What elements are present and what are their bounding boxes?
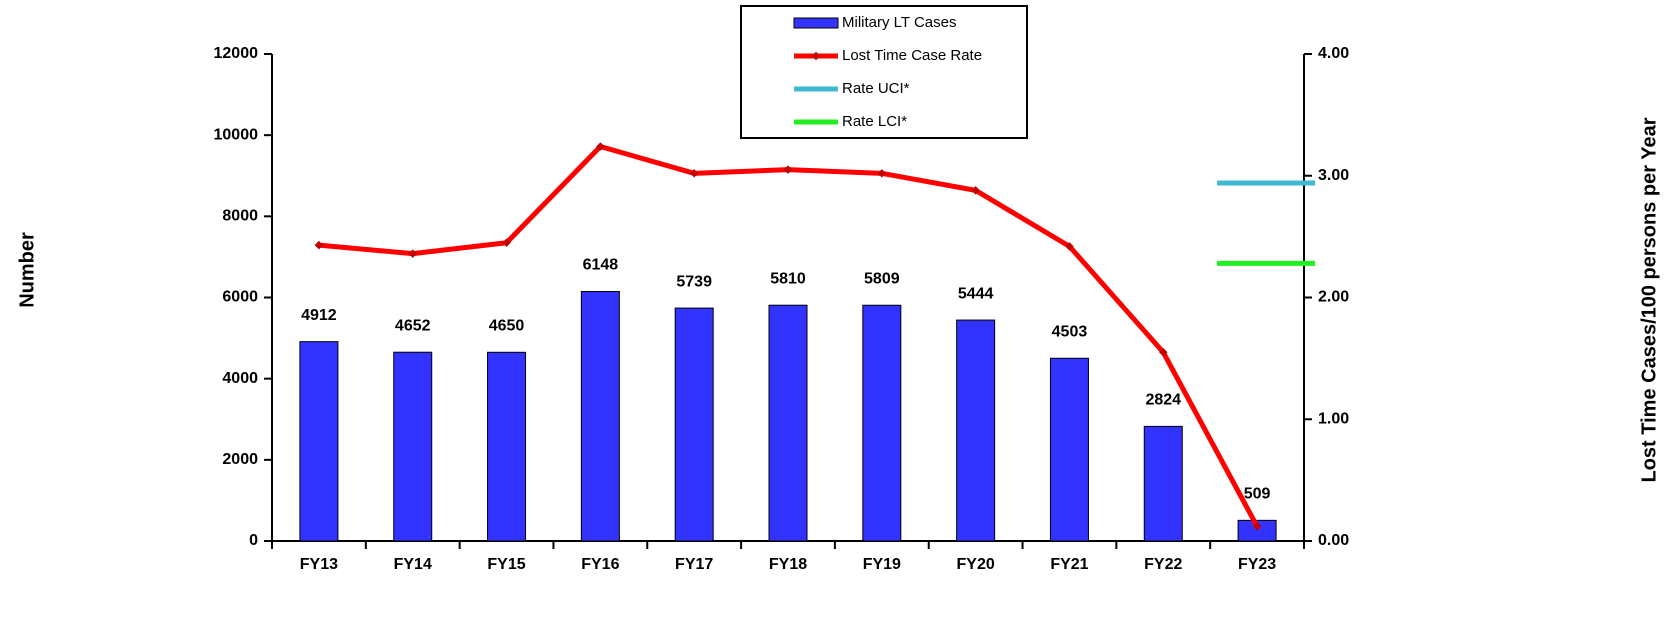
x-tick-label: FY22 xyxy=(1144,556,1182,573)
bar-value-label: 5810 xyxy=(770,270,806,287)
bar-value-label: 5739 xyxy=(676,273,712,290)
bar xyxy=(1049,357,1089,542)
bar xyxy=(393,351,433,542)
bar xyxy=(1237,519,1277,542)
y-axis-title: Number xyxy=(16,232,38,308)
bar-value-label: 2824 xyxy=(1145,392,1181,409)
y2-tick-label: 2.00 xyxy=(1318,289,1349,306)
bar-value-label: 4912 xyxy=(301,307,337,324)
bar xyxy=(299,341,339,542)
x-tick-label: FY14 xyxy=(394,556,432,573)
x-tick-label: FY20 xyxy=(957,556,995,573)
legend-swatch xyxy=(793,17,839,29)
x-tick-label: FY13 xyxy=(300,556,338,573)
bar xyxy=(956,319,996,542)
legend-box xyxy=(740,5,1028,139)
x-tick-label: FY15 xyxy=(487,556,525,573)
x-tick-label: FY23 xyxy=(1238,556,1276,573)
y2-tick-label: 0.00 xyxy=(1318,532,1349,549)
rate-marker xyxy=(783,165,793,174)
legend-label: Lost Time Case Rate xyxy=(842,47,982,64)
rate-marker xyxy=(1252,522,1262,531)
bar-value-label: 5809 xyxy=(864,270,900,287)
bar xyxy=(862,304,902,542)
bar-value-label: 509 xyxy=(1244,486,1271,503)
rate-marker xyxy=(502,238,511,247)
rate-marker xyxy=(314,240,324,250)
x-tick-label: FY21 xyxy=(1050,556,1088,573)
bar-value-label: 4503 xyxy=(1052,323,1088,340)
legend-label: Rate UCI* xyxy=(842,80,910,97)
y-tick-label: 2000 xyxy=(222,451,258,468)
bar xyxy=(487,351,527,542)
x-tick-label: FY16 xyxy=(581,556,619,573)
bar-value-label: 6148 xyxy=(583,257,619,274)
y-tick-label: 6000 xyxy=(222,289,258,306)
legend-label: Rate LCI* xyxy=(842,113,907,130)
x-tick-label: FY17 xyxy=(675,556,713,573)
y-tick-label: 0 xyxy=(249,532,258,549)
y2-tick-label: 1.00 xyxy=(1318,410,1349,427)
legend-label: Military LT Cases xyxy=(842,14,956,31)
y2-tick-label: 4.00 xyxy=(1318,45,1349,62)
x-tick-label: FY19 xyxy=(863,556,901,573)
y-tick-label: 10000 xyxy=(214,126,259,143)
bar-value-label: 4650 xyxy=(489,318,525,335)
rate-marker xyxy=(408,249,417,258)
y2-axis-title: Lost Time Cases/100 persons per Year xyxy=(1638,117,1660,482)
y-tick-label: 8000 xyxy=(222,208,258,225)
y-tick-label: 4000 xyxy=(222,370,258,387)
bar xyxy=(1143,425,1183,542)
bar xyxy=(674,307,714,542)
bar xyxy=(768,304,808,542)
bar xyxy=(580,290,620,542)
x-tick-label: FY18 xyxy=(769,556,807,573)
y2-tick-label: 3.00 xyxy=(1318,167,1349,184)
rate-marker xyxy=(1159,348,1168,357)
bar-value-label: 5444 xyxy=(958,285,994,302)
bar-value-label: 4652 xyxy=(395,317,431,334)
y-tick-label: 12000 xyxy=(214,45,259,62)
